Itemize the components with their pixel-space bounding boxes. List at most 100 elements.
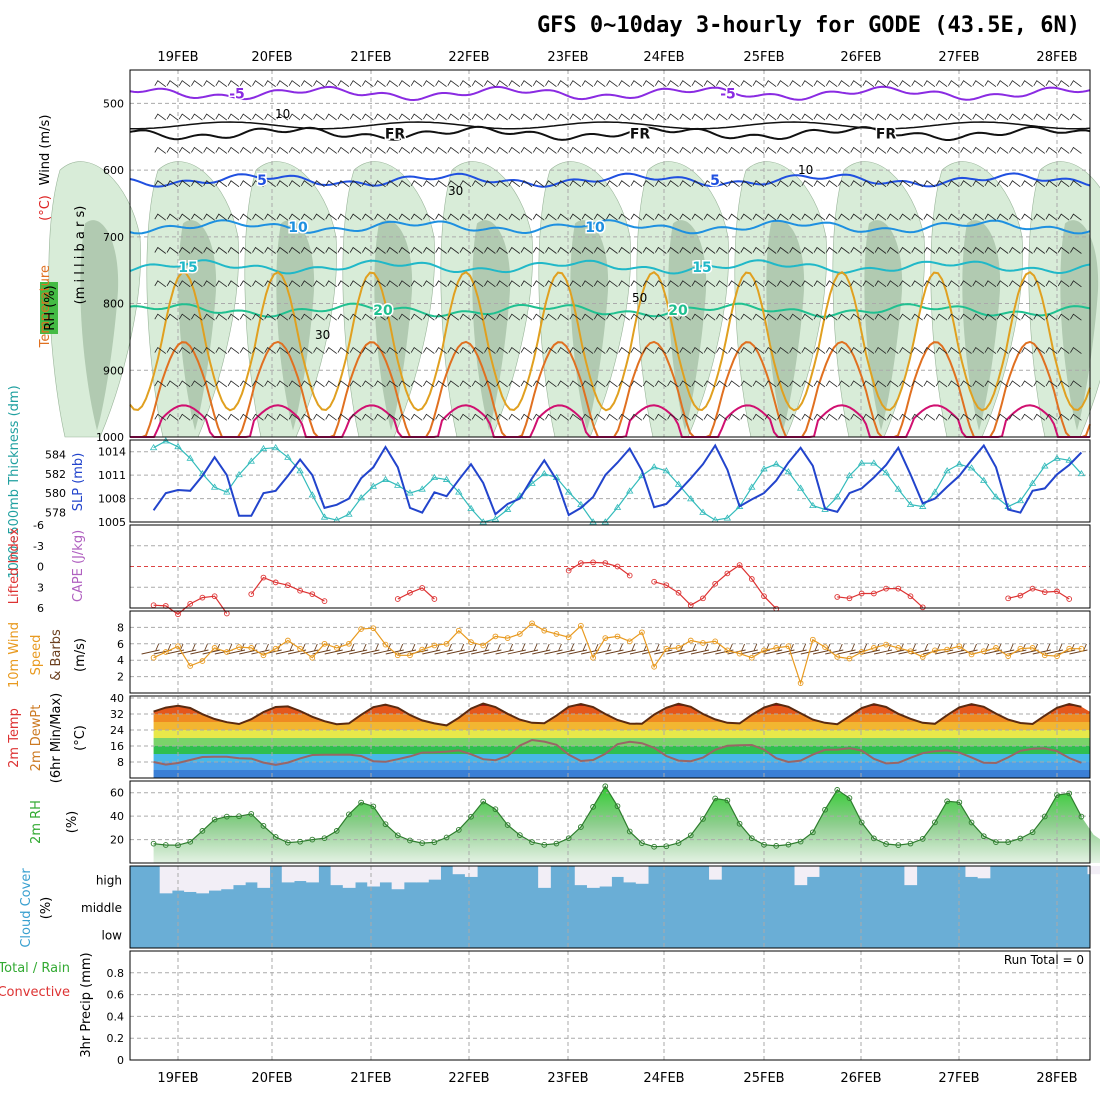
upper-wind-barb (850, 380, 862, 388)
upper-wind-barb (886, 246, 899, 254)
rh2m-point (932, 819, 938, 826)
upper-wind-barb (374, 280, 386, 288)
upper-wind-barb (740, 246, 753, 254)
upper-wind-barb (935, 246, 948, 254)
upper-wind-barb (459, 280, 472, 288)
rh2m-point (980, 833, 987, 840)
upper-wind-barb (679, 313, 691, 321)
upper-wind-barb (215, 80, 228, 88)
upper-wind-barb (447, 113, 460, 121)
surface-wind-barb (580, 643, 600, 655)
lifted-index-point (590, 559, 596, 566)
rh2m-point (590, 804, 596, 810)
upper-wind-barb (178, 313, 191, 321)
upper-wind-barb (264, 280, 276, 288)
thickness-point (381, 475, 390, 482)
upper-wind-barb (288, 146, 301, 154)
lifted-index-point (407, 589, 413, 596)
upper-wind-barb (789, 413, 801, 421)
wind-speed-point (883, 641, 889, 648)
lifted-index-point (285, 582, 291, 589)
upper-wind-barb (984, 146, 997, 154)
high-cloud-gap (416, 866, 429, 883)
upper-wind-barb (947, 246, 960, 254)
upper-wind-barb (239, 380, 252, 388)
upper-wind-barb (471, 113, 484, 121)
upper-wind-barb (191, 80, 203, 88)
upper-wind-barb (789, 180, 801, 188)
upper-wind-barb (386, 413, 398, 421)
upper-wind-barb (1021, 280, 1033, 288)
rh2m-point (297, 838, 303, 845)
upper-wind-barb (972, 413, 984, 421)
lifted-index-point (761, 593, 767, 600)
upper-wind-barb (691, 113, 704, 121)
upper-wind-barb (374, 347, 386, 354)
wind-speed-point (858, 649, 865, 655)
upper-wind-barb (716, 146, 728, 154)
lifted-index-point (187, 600, 194, 607)
upper-wind-barb (911, 80, 923, 88)
upper-wind-barb (423, 413, 435, 421)
precip-axis-label: 3hr Precip (mm) (79, 952, 94, 1057)
upper-wind-barb (288, 180, 301, 188)
upper-wind-barb (398, 113, 411, 121)
upper-wind-barb (777, 113, 789, 121)
upper-wind-barb (679, 347, 691, 354)
upper-wind-barb (264, 413, 276, 421)
high-cloud-gap (586, 866, 600, 888)
upper-wind-barb (435, 380, 447, 388)
upper-wind-barb (313, 347, 325, 354)
wind-speed-point (394, 652, 401, 659)
upper-wind-barb (630, 347, 643, 354)
upper-wind-barb (740, 413, 753, 421)
upper-wind-barb (691, 213, 704, 221)
upper-wind-barb (801, 313, 814, 321)
wind-speed-point (748, 654, 755, 661)
upper-wind-barb (325, 146, 337, 154)
upper-wind-barb (276, 213, 289, 221)
slp-tick-label: 1008 (98, 493, 126, 506)
upper-wind-barb (703, 146, 716, 154)
surface-wind-barb (507, 643, 526, 655)
upper-wind-barb (557, 113, 569, 121)
upper-wind-barb (984, 246, 997, 254)
upper-wind-barb (361, 280, 374, 288)
upper-wind-barb (581, 313, 594, 321)
upper-wind-barb (532, 413, 545, 421)
upper-wind-barb (435, 113, 447, 121)
upper-wind-barb (838, 413, 850, 421)
lifted-index-point (907, 593, 914, 600)
upper-wind-barb (886, 413, 899, 421)
upper-wind-barb (972, 246, 984, 254)
date-label-bottom: 27FEB (938, 1071, 979, 1086)
rh2m-point (846, 795, 853, 801)
upper-wind-barb (569, 347, 582, 354)
wind-speed-point (419, 646, 426, 653)
upper-wind-barb (618, 80, 630, 88)
upper-wind-barb (1033, 213, 1046, 221)
upper-wind-barb (1009, 213, 1021, 221)
date-label-bottom: 20FEB (251, 1071, 292, 1086)
upper-wind-barb (288, 80, 301, 88)
upper-wind-barb (984, 280, 997, 288)
lifted-index-point (1054, 588, 1060, 595)
upper-wind-barb (252, 113, 264, 121)
upper-wind-barb (764, 380, 777, 388)
upper-wind-barb (703, 213, 716, 221)
upper-wind-barb (496, 80, 508, 88)
upper-wind-barb (911, 246, 923, 254)
upper-wind-barb (911, 180, 923, 188)
upper-wind-barb (630, 380, 643, 388)
upper-wind-barb (337, 80, 350, 88)
upper-wind-barb (545, 180, 557, 188)
upper-wind-barb (1070, 280, 1082, 288)
upper-wind-barb (386, 113, 398, 121)
surface-wind-barb (190, 643, 209, 655)
upper-wind-barb (337, 213, 350, 221)
upper-wind-barb (496, 180, 508, 188)
wind-speed-point (187, 663, 194, 669)
upper-wind-barb (435, 180, 447, 188)
temp-band (153, 738, 1090, 746)
upper-wind-barb (313, 380, 325, 388)
